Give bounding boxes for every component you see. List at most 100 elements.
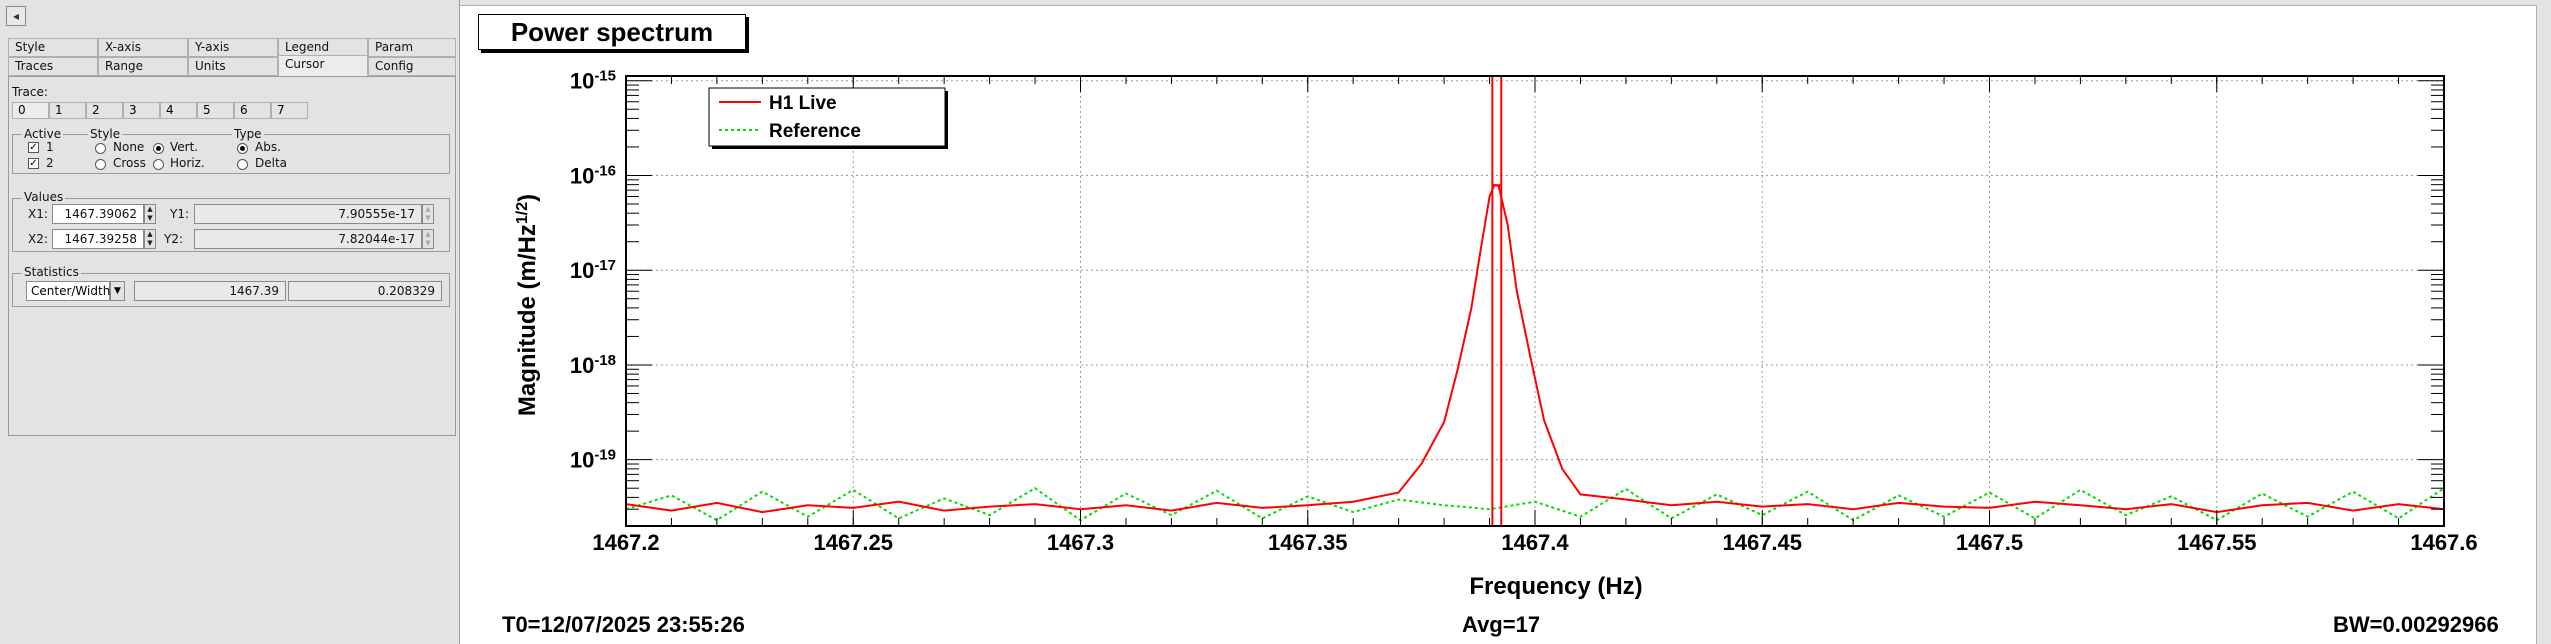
values-group-title: Values	[22, 190, 66, 204]
trace-tab-5[interactable]: 5	[197, 102, 234, 119]
legend-h1-live-label: H1 Live	[769, 93, 837, 114]
x1-value-field[interactable]: 1467.39062	[52, 204, 144, 224]
start-time-label: T0=12/07/2025 23:55:26	[502, 612, 745, 637]
trace-tab-2[interactable]: 2	[86, 102, 123, 119]
trace-tab-label: 7	[277, 103, 285, 117]
y1-label: Y1:	[170, 207, 190, 221]
y-axis-label-exponent: 1/2	[514, 202, 531, 224]
active-group-title: Active	[22, 127, 64, 141]
tab-label: Config	[375, 59, 414, 73]
x-tick-label: 1467.55	[2177, 530, 2257, 555]
style-vert-label: Vert.	[170, 140, 199, 154]
style-horiz-radio[interactable]	[153, 159, 164, 170]
trace-tab-label: 4	[166, 103, 174, 117]
style-none-label: None	[113, 140, 145, 154]
legend-box	[708, 87, 946, 147]
type-delta-radio[interactable]	[237, 159, 248, 170]
chevron-down-icon[interactable]: ▼	[110, 281, 125, 301]
averages-label: Avg=17	[1462, 612, 1541, 637]
window-right-border	[2536, 5, 2551, 644]
trace-tab-label: 0	[18, 103, 26, 117]
plot-title: Power spectrum	[478, 14, 746, 50]
legend-reference-label: Reference	[769, 121, 861, 142]
x-tick-label: 1467.25	[813, 530, 893, 555]
x-tick-label: 1467.3	[1047, 530, 1114, 555]
tab-label: Param	[375, 40, 414, 54]
y1-value-field[interactable]: 7.90555e-17	[194, 204, 422, 224]
x-tick-label: 1467.2	[592, 530, 659, 555]
cursor-options-frame	[12, 134, 450, 174]
x-tick-label: 1467.4	[1501, 530, 1569, 555]
bandwidth-label: BW=0.00292966	[2333, 612, 2499, 637]
trace-tab-6[interactable]: 6	[234, 102, 271, 119]
trace-tab-label: 1	[55, 103, 63, 117]
trace-tab-7[interactable]: 7	[271, 102, 308, 119]
tab-cursor[interactable]: Cursor	[278, 55, 368, 76]
x2-spin-button[interactable]: ▲ ▼	[144, 229, 156, 249]
statistics-group-title: Statistics	[22, 265, 81, 279]
x2-label: X2:	[28, 232, 48, 246]
tab-label: Cursor	[285, 57, 325, 71]
y-axis-label-close: )	[514, 194, 541, 202]
style-cross-label: Cross	[113, 156, 146, 170]
tab-config[interactable]: Config	[368, 57, 456, 76]
type-group-title: Type	[232, 127, 264, 141]
control-panel: ◂ Style X-axis Y-axis Legend Param Trace…	[0, 0, 460, 644]
x2-value-field[interactable]: 1467.39258	[52, 229, 144, 249]
active-1-checkbox[interactable]: ✓	[28, 142, 39, 153]
style-vert-radio[interactable]	[153, 143, 164, 154]
tab-label: Traces	[15, 59, 54, 73]
trace-tab-1[interactable]: 1	[49, 102, 86, 119]
style-cross-radio[interactable]	[95, 159, 106, 170]
tab-label: X-axis	[105, 40, 141, 54]
x-tick-label: 1467.35	[1268, 530, 1348, 555]
trace-tab-label: 5	[203, 103, 211, 117]
y2-spin-button[interactable]: ▲ ▼	[422, 229, 434, 249]
tab-units[interactable]: Units	[188, 57, 278, 76]
x1-spin-button[interactable]: ▲ ▼	[144, 204, 156, 224]
x-axis-label: Frequency (Hz)	[1469, 573, 1642, 600]
tab-label: Legend	[285, 40, 330, 54]
tab-style[interactable]: Style	[8, 38, 98, 57]
tab-x-axis[interactable]: X-axis	[98, 38, 188, 57]
type-abs-label: Abs.	[255, 140, 281, 154]
active-2-label: 2	[46, 156, 54, 170]
trace-tab-4[interactable]: 4	[160, 102, 197, 119]
tab-y-axis[interactable]: Y-axis	[188, 38, 278, 57]
y-tick-label: 10-15	[570, 67, 616, 94]
type-abs-radio[interactable]	[237, 143, 248, 154]
statistics-mode-select[interactable]: Center/Width	[26, 281, 110, 301]
tab-range[interactable]: Range	[98, 57, 188, 76]
y-tick-label: 10-18	[570, 351, 616, 378]
active-2-checkbox[interactable]: ✓	[28, 158, 39, 169]
cursor-tab-content	[8, 76, 456, 436]
trace-tab-0[interactable]: 0	[12, 102, 49, 119]
style-none-radio[interactable]	[95, 143, 106, 154]
y-tick-label: 10-17	[570, 257, 616, 284]
collapse-panel-button[interactable]: ◂	[6, 6, 26, 26]
y1-spin-button[interactable]: ▲ ▼	[422, 204, 434, 224]
trace-tab-label: 2	[92, 103, 100, 117]
type-delta-label: Delta	[255, 156, 288, 170]
y-tick-label: 10-19	[570, 446, 616, 473]
tab-param[interactable]: Param	[368, 38, 456, 57]
statistics-center-field[interactable]: 1467.39	[134, 281, 286, 301]
active-1-label: 1	[46, 140, 54, 154]
statistics-width-field[interactable]: 0.208329	[288, 281, 442, 301]
values-frame	[12, 198, 450, 252]
tab-label: Units	[195, 59, 226, 73]
y-tick-label: 10-16	[570, 162, 616, 189]
x-tick-label: 1467.45	[1722, 530, 1802, 555]
tab-label: Range	[105, 59, 144, 73]
tab-traces[interactable]: Traces	[8, 57, 98, 76]
x1-label: X1:	[28, 207, 48, 221]
y2-value-field[interactable]: 7.82044e-17	[194, 229, 422, 249]
statistics-frame	[12, 273, 450, 307]
style-group-title: Style	[88, 127, 123, 141]
style-horiz-label: Horiz.	[170, 156, 205, 170]
trace-tab-3[interactable]: 3	[123, 102, 160, 119]
tab-label: Style	[15, 40, 46, 54]
y-axis-label: Magnitude (m/Hz1/2)	[514, 194, 542, 416]
trace-label: Trace:	[12, 85, 48, 99]
